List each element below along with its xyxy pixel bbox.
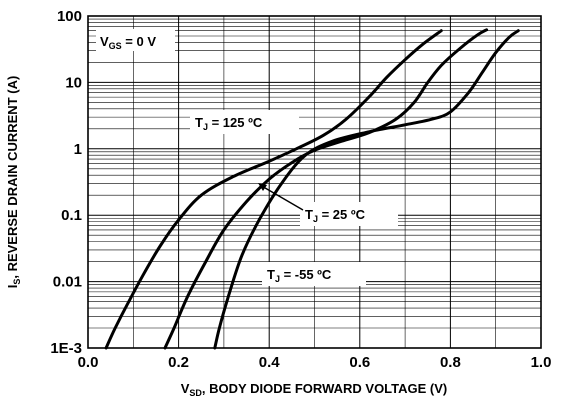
series-label-125: TJ = 125 ºC: [195, 115, 263, 132]
series-line-0: [104, 29, 443, 350]
y-tick-label: 0.1: [61, 207, 82, 224]
series-label-box-neg55: [262, 262, 366, 286]
tick-labels: 0.0 0.2 0.4 0.6 0.8 1.0 1E-3 0.01 0.1 1 10 100: [50, 8, 551, 371]
y-tick-label: 1: [74, 141, 82, 158]
series-label-box-125: [190, 110, 299, 134]
series-curves: [104, 28, 520, 350]
x-tick-label: 0.8: [440, 354, 461, 371]
x-tick-label: 0.2: [168, 354, 189, 371]
series-arrow-25: [259, 184, 304, 211]
x-tick-label: 0.6: [349, 354, 370, 371]
y-tick-label: 0.01: [53, 274, 82, 291]
y-tick-label: 1E-3: [50, 340, 82, 357]
condition-label: VGS = 0 V: [100, 34, 156, 51]
x-tick-label: 0.4: [259, 354, 281, 371]
series-label-neg55: TJ = -55 ºC: [267, 267, 332, 284]
y-axis-title: IS, REVERSE DRAIN CURRENT (A): [5, 76, 22, 289]
series-label-25: TJ = 25 ºC: [305, 207, 366, 224]
y-tick-label: 10: [65, 74, 82, 91]
series-arrowhead-25: [258, 183, 267, 191]
x-tick-label: 0.0: [78, 354, 99, 371]
x-tick-label: 1.0: [531, 354, 552, 371]
series-line-2: [213, 29, 520, 350]
condition-label-box: [96, 29, 175, 51]
x-axis-title: VSD, BODY DIODE FORWARD VOLTAGE (V): [181, 381, 448, 398]
plot-frame: [87, 15, 542, 349]
grid: [87, 16, 542, 349]
series-line-1: [163, 28, 489, 350]
series-label-box-25: [300, 202, 398, 226]
y-tick-label: 100: [57, 8, 82, 25]
